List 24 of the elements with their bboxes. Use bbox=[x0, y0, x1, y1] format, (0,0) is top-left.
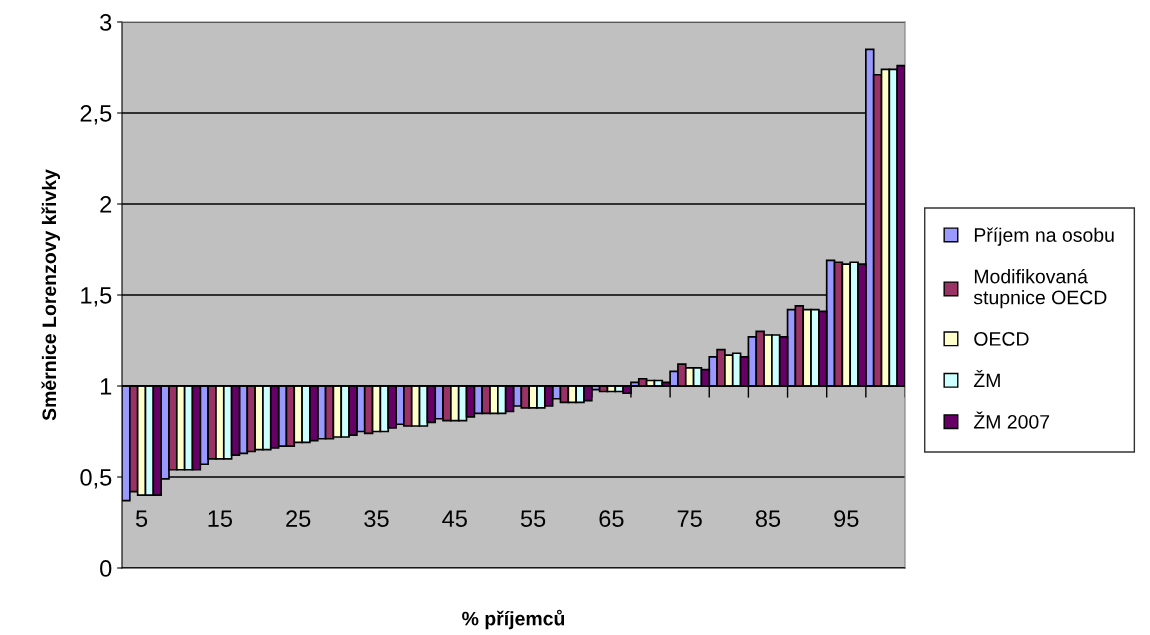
y-tick-label: 2,5 bbox=[80, 105, 112, 125]
x-tick-label: 15 bbox=[208, 510, 233, 528]
y-tick-label: 2 bbox=[100, 196, 112, 213]
legend-label: ŽM 2007 bbox=[973, 411, 1050, 429]
x-tick-label: 95 bbox=[834, 510, 859, 528]
x-tick-label: 75 bbox=[677, 510, 702, 528]
x-tick-label: 35 bbox=[364, 510, 389, 528]
y-tick-label: 1 bbox=[100, 378, 112, 395]
x-tick-label: 55 bbox=[520, 510, 546, 528]
y-axis-title: Směrnice Lorenzovy křivky bbox=[41, 169, 61, 421]
y-tick-label: 3 bbox=[100, 14, 112, 31]
x-tick-label: 25 bbox=[286, 510, 311, 528]
legend-label: Příjem na osobu bbox=[974, 227, 1114, 246]
legend-label: Modifikovaná stupnice OECD bbox=[973, 268, 1107, 309]
y-tick-label: 0,5 bbox=[80, 469, 112, 489]
y-tick-label: 1,5 bbox=[81, 287, 112, 307]
x-tick-label: 65 bbox=[599, 510, 624, 528]
legend-label: ŽM bbox=[973, 370, 1000, 388]
x-axis-title: % příjemců bbox=[462, 609, 565, 630]
x-tick-label: 45 bbox=[442, 510, 467, 528]
y-tick-label: 0 bbox=[100, 560, 112, 577]
x-tick-label: 85 bbox=[755, 510, 781, 528]
x-tick-label: 5 bbox=[135, 510, 148, 528]
legend-label: OECD bbox=[974, 332, 1029, 346]
